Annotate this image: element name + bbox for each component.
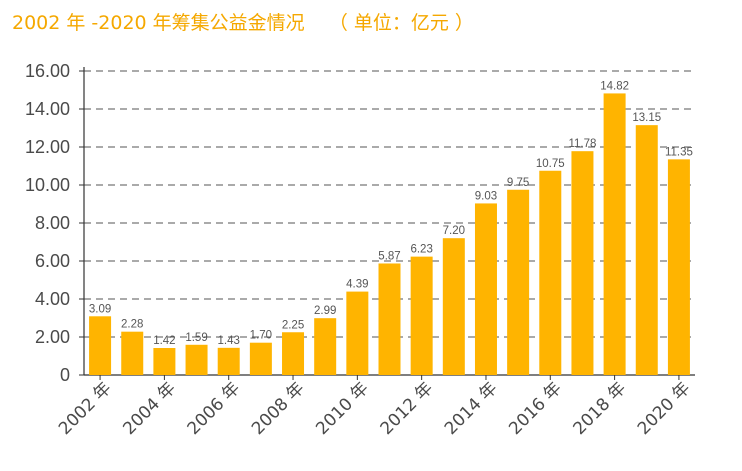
bar [89, 316, 112, 375]
data-label: 11.35 [665, 146, 693, 158]
data-label: 1.59 [185, 332, 207, 344]
x-tick-label: 2004 年 [119, 378, 180, 439]
x-tick-label: 2016 年 [505, 378, 566, 439]
bar [121, 331, 144, 375]
bar [249, 342, 272, 375]
bar [474, 203, 497, 375]
x-tick-label: 2002 年 [55, 378, 116, 439]
bar [378, 263, 401, 375]
data-label: 3.09 [89, 303, 111, 315]
bar [442, 238, 465, 375]
bar [539, 170, 562, 375]
bar [153, 348, 176, 375]
data-label: 2.25 [282, 319, 304, 331]
data-label: 2.99 [314, 305, 336, 317]
bar [667, 159, 690, 375]
data-label: 6.23 [410, 244, 432, 256]
x-tick-label: 2014 年 [441, 378, 502, 439]
x-tick-label: 2010 年 [312, 378, 373, 439]
data-label: 2.28 [121, 319, 143, 331]
x-tick-label: 2012 年 [377, 378, 438, 439]
data-label: 1.70 [250, 330, 272, 342]
bar [314, 318, 337, 375]
chart-title: 2002 年 -2020 年筹集公益金情况 （ 单位：亿元 ） [12, 12, 474, 34]
y-tick-label: 10.00 [25, 175, 70, 195]
y-tick-label: 12.00 [25, 137, 70, 157]
bar [571, 151, 594, 375]
bar [217, 347, 240, 375]
x-tick-label: 2008 年 [248, 378, 309, 439]
data-label: 9.75 [507, 177, 529, 189]
bar [282, 332, 305, 375]
data-label: 1.42 [153, 335, 175, 347]
data-label: 1.43 [218, 335, 240, 347]
x-tick-label: 2018 年 [570, 378, 631, 439]
data-label: 11.78 [568, 138, 596, 150]
bar [346, 291, 369, 375]
data-label: 5.87 [378, 250, 400, 262]
x-tick-label: 2020 年 [634, 378, 695, 439]
y-tick-label: 16.00 [25, 61, 70, 81]
data-label: 9.03 [475, 190, 497, 202]
y-tick-label: 8.00 [35, 213, 70, 233]
y-tick-label: 2.00 [35, 327, 70, 347]
bar [603, 93, 626, 376]
y-tick-label: 4.00 [35, 289, 70, 309]
data-label: 10.75 [536, 158, 565, 170]
data-label: 4.39 [346, 279, 368, 291]
y-tick-label: 6.00 [35, 251, 70, 271]
bar [185, 344, 208, 375]
bar [635, 125, 658, 376]
y-tick-label: 14.00 [25, 99, 70, 119]
bar [507, 189, 530, 375]
data-label: 14.82 [600, 80, 629, 92]
data-label: 13.15 [632, 112, 661, 124]
x-tick-label: 2006 年 [184, 378, 245, 439]
bar [410, 256, 433, 375]
data-label: 7.20 [443, 225, 465, 237]
y-tick-label: 0 [60, 365, 70, 385]
